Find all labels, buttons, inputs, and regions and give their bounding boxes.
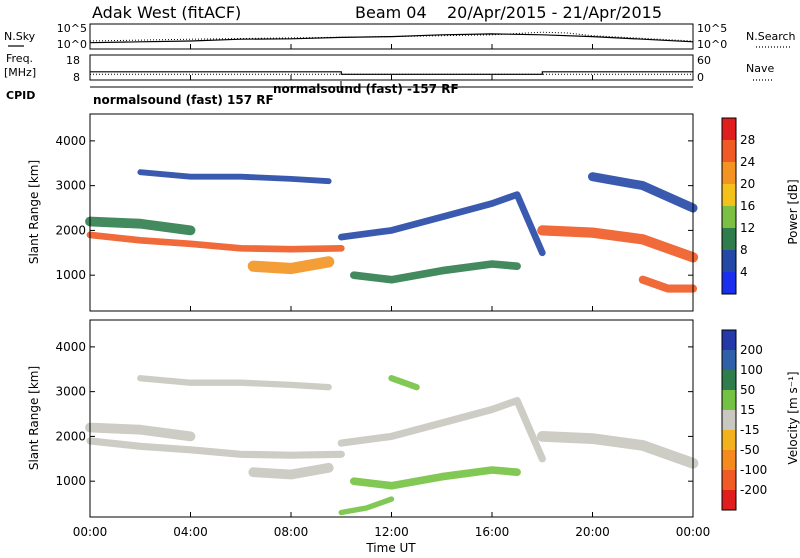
range-tick-label: 3000 <box>55 179 86 193</box>
range-tick-label: 4000 <box>55 134 86 148</box>
time-tick-label: 16:00 <box>475 525 510 539</box>
echo-band-0 <box>86 231 345 253</box>
colorbar-swatch <box>722 490 736 510</box>
nave-label: Nave <box>746 62 774 75</box>
range-tick-label: 2000 <box>55 223 86 237</box>
echo-band-5 <box>350 260 521 284</box>
nsky-label: N.Sky <box>4 30 36 43</box>
freq-right-top: 60 <box>697 54 711 67</box>
colorbar-swatch <box>722 140 736 162</box>
power-ylabel: Slant Range [km] <box>27 160 41 264</box>
time-tick-label: 20:00 <box>575 525 610 539</box>
colorbar-swatch <box>722 350 736 370</box>
echo-band-4 <box>337 397 546 463</box>
colorbar-swatch <box>722 272 736 294</box>
freq-left-bottom: 8 <box>73 71 80 84</box>
colorbar-swatch <box>722 450 736 470</box>
colorbar-tick-label: 8 <box>740 243 748 257</box>
freq-label: Freq. <box>6 52 33 65</box>
time-tick-label: 08:00 <box>274 525 309 539</box>
colorbar-tick-label: 100 <box>740 363 763 377</box>
date-range: 20/Apr/2015 - 21/Apr/2015 <box>447 3 662 22</box>
colorbar-tick-label: 15 <box>740 403 755 417</box>
noise-panel: 10^5 10^0 10^5 10^0 N.Sky N.Search <box>4 22 796 51</box>
echo-band-7 <box>588 172 698 213</box>
range-tick-label: 3000 <box>55 385 86 399</box>
power-panel: 1000 2000 3000 4000 Slant Range [km] 4 8 12 16… <box>27 113 800 312</box>
colorbar-frame <box>721 117 737 295</box>
colorbar-swatch <box>722 370 736 390</box>
colorbar-swatch <box>722 162 736 184</box>
echo-band-3 <box>248 462 334 480</box>
beam-label: Beam 04 <box>355 3 427 22</box>
colorbar-tick-label: 24 <box>740 155 755 169</box>
range-tick-label: 1000 <box>55 474 86 488</box>
echo-band-7 <box>536 431 699 469</box>
colorbar-tick-label: -15 <box>740 423 760 437</box>
mhz-label: [MHz] <box>4 66 36 79</box>
colorbar-swatch <box>722 330 736 350</box>
range-tick-label: 1000 <box>55 268 86 282</box>
echo-band-3 <box>247 256 335 275</box>
echo-band-2 <box>137 169 332 185</box>
time-tick-label: 04:00 <box>173 525 208 539</box>
echo-band-5 <box>350 466 521 490</box>
echo-band-1 <box>85 422 196 442</box>
colorbar-swatch <box>722 118 736 140</box>
colorbar-tick-label: 12 <box>740 221 755 235</box>
time-tick-label: 00:00 <box>73 525 108 539</box>
cpid-mode-2: normalsound (fast) -157 RF <box>273 82 459 96</box>
colorbar-swatch <box>722 390 736 410</box>
power-colorbar-label: Power [dB] <box>786 179 800 244</box>
colorbar-tick-label: 16 <box>740 199 755 213</box>
cpid-mode-1: normalsound (fast) 157 RF <box>93 93 274 107</box>
velocity-panel: 1000 2000 3000 4000 Slant Range [km] 200 100… <box>27 319 800 518</box>
freq-right-bottom: 0 <box>697 71 704 84</box>
echo-band-4 <box>337 191 546 257</box>
colorbar-swatch <box>722 184 736 206</box>
time-tick-label: 12:00 <box>374 525 409 539</box>
frequency-panel: 18 8 60 0 Freq. [MHz] Nave <box>4 52 774 84</box>
echo-band-8 <box>638 275 698 293</box>
nsearch-series <box>89 31 694 42</box>
colorbar-tick-label: 20 <box>740 177 755 191</box>
noise-right-top: 10^5 <box>697 22 727 35</box>
colorbar-tick-label: -200 <box>740 483 767 497</box>
time-tick-label: 00:00 <box>676 525 711 539</box>
colorbar-swatch <box>722 470 736 490</box>
noise-left-top: 10^5 <box>57 22 87 35</box>
range-tick-label: 4000 <box>55 340 86 354</box>
noise-left-bottom: 10^0 <box>57 38 87 51</box>
time-axis-label: Time UT <box>365 541 416 554</box>
colorbar-tick-label: 50 <box>740 383 755 397</box>
echo-band-1 <box>85 216 196 236</box>
colorbar-tick-label: 200 <box>740 343 763 357</box>
cpid-label: CPID <box>6 89 35 102</box>
station-title: Adak West (fitACF) <box>92 3 241 22</box>
colorbar-swatch <box>722 430 736 450</box>
colorbar-frame <box>721 329 737 511</box>
echo-band-2 <box>137 375 332 391</box>
echo-band-6 <box>338 496 395 516</box>
colorbar-swatch <box>722 206 736 228</box>
range-tick-label: 2000 <box>55 429 86 443</box>
colorbar-swatch <box>722 410 736 430</box>
echo-band-8 <box>388 375 420 391</box>
noise-right-bottom: 10^0 <box>697 38 727 51</box>
freq-left-top: 18 <box>66 54 80 67</box>
colorbar-swatch <box>722 250 736 272</box>
nsky-series <box>89 33 694 44</box>
velocity-colorbar-label: Velocity [m s⁻¹] <box>786 371 800 464</box>
echo-band-0 <box>86 437 345 459</box>
colorbar-swatch <box>722 228 736 250</box>
colorbar-tick-label: 28 <box>740 133 755 147</box>
nsearch-label: N.Search <box>746 30 796 43</box>
velocity-ylabel: Slant Range [km] <box>27 366 41 470</box>
colorbar-tick-label: 4 <box>740 265 748 279</box>
colorbar-tick-label: -50 <box>740 443 760 457</box>
echo-band-6 <box>537 225 699 263</box>
colorbar-tick-label: -100 <box>740 463 767 477</box>
